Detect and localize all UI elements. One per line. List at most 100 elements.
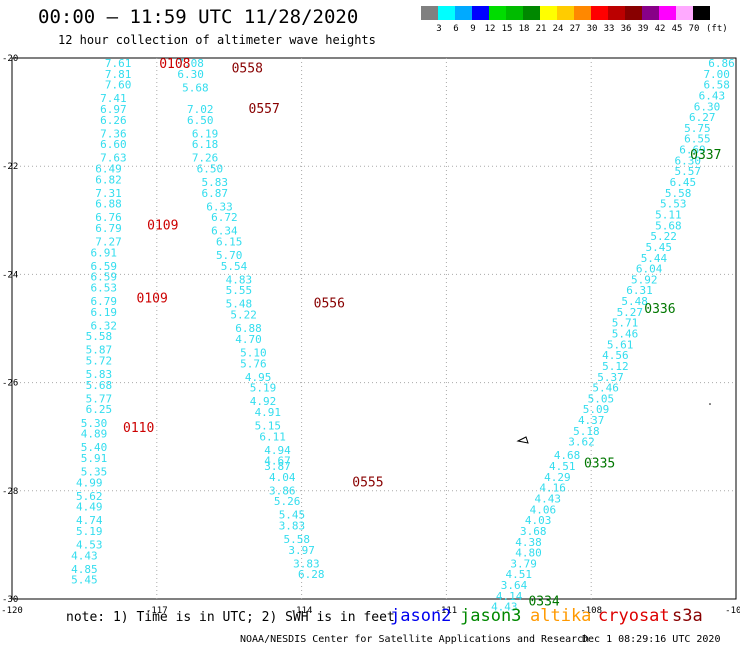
wave-height-value: 5.48 (226, 298, 253, 311)
wave-height-value: 5.48 (621, 295, 648, 308)
wave-height-value: 6.19 (192, 127, 219, 140)
wave-height-value: 7.61 (105, 57, 132, 70)
color-scale-label: 12 (484, 24, 496, 34)
wave-height-value: 4.49 (76, 501, 103, 514)
wave-height-value: 5.70 (216, 249, 243, 262)
pass-label: 0110 (123, 421, 154, 436)
wave-height-value: 6.30 (674, 154, 701, 167)
wave-height-value: 4.04 (269, 471, 296, 484)
wave-height-value: 4.89 (81, 428, 108, 441)
wave-height-value: 7.08 (177, 57, 204, 70)
wave-height-value: 6.26 (100, 114, 127, 127)
wave-height-value: 4.43 (535, 493, 562, 506)
wave-height-value: 6.50 (197, 162, 224, 175)
wave-height-value: 6.33 (206, 200, 233, 213)
island-outline (516, 436, 529, 444)
wave-height-value: 4.51 (506, 568, 533, 581)
wave-height-value: 5.75 (684, 122, 711, 135)
wave-height-value: 5.46 (592, 382, 619, 395)
wave-height-value: 4.43 (491, 601, 518, 614)
wave-height-value: 6.55 (684, 133, 711, 146)
wave-height-value: 5.83 (201, 176, 228, 189)
wave-height-value: 5.35 (81, 465, 108, 478)
wave-height-value: 6.18 (192, 138, 219, 151)
x-tick-label: -111 (436, 606, 458, 616)
color-scale-label: 30 (586, 24, 598, 34)
color-swatch (472, 6, 489, 20)
pass-label: 0337 (690, 148, 721, 163)
wave-height-value: 6.82 (95, 173, 122, 186)
pass-label: 0335 (584, 456, 615, 471)
wave-height-value: 6.04 (636, 263, 663, 276)
pass-label: 0558 (232, 61, 263, 76)
wave-height-value: 7.02 (187, 103, 214, 116)
wave-height-value: 6.87 (201, 187, 228, 200)
color-scale-label: 24 (552, 24, 564, 34)
wave-height-value: 5.40 (81, 441, 108, 454)
wave-height-value: 5.18 (573, 425, 600, 438)
wave-height-value: 6.76 (95, 211, 122, 224)
island-dot (709, 403, 711, 405)
wave-height-value: 5.68 (86, 379, 113, 392)
wave-height-value: 6.50 (187, 114, 214, 127)
wave-height-value: 6.72 (211, 211, 238, 224)
wave-height-value: 6.25 (86, 403, 113, 416)
chart-title: 00:00 — 11:59 UTC 11/28/2020 (38, 6, 359, 28)
wave-height-value: 5.76 (240, 357, 267, 370)
color-swatch (506, 6, 523, 20)
wave-height-value: 4.03 (525, 514, 552, 527)
color-swatch (642, 6, 659, 20)
wave-height-value: 4.16 (539, 482, 566, 495)
wave-height-value: 6.69 (679, 144, 706, 157)
wave-height-value: 6.30 (694, 100, 721, 113)
wave-height-value: 5.83 (86, 368, 113, 381)
wave-height-value: 5.26 (274, 495, 301, 508)
wave-height-value: 6.11 (259, 430, 286, 443)
pass-label: 0109 (147, 218, 178, 233)
wave-height-value: 5.37 (597, 371, 624, 384)
wave-height-value: 4.68 (554, 449, 581, 462)
color-swatch (540, 6, 557, 20)
color-swatch (608, 6, 625, 20)
wave-height-value: 6.34 (211, 225, 238, 238)
color-swatch (591, 6, 608, 20)
wave-height-value: 4.37 (578, 414, 605, 427)
wave-height-value: 6.31 (626, 284, 653, 297)
wave-height-value: 5.72 (86, 355, 113, 368)
wave-height-value: 5.54 (221, 260, 248, 273)
wave-height-value: 4.74 (76, 514, 103, 527)
wave-height-value: 3.68 (520, 525, 547, 538)
wave-height-value: 6.88 (235, 322, 262, 335)
wave-height-value: 5.10 (240, 346, 267, 359)
color-scale-label: 33 (603, 24, 615, 34)
color-scale-label: 39 (637, 24, 649, 34)
generation-timestamp: Dec 1 08:29:16 UTC 2020 (582, 634, 721, 645)
wave-height-value: 5.87 (86, 344, 113, 357)
wave-height-value: 7.27 (95, 236, 122, 249)
color-scale-label: 21 (535, 24, 547, 34)
pass-label: 0556 (314, 297, 345, 312)
color-swatch (625, 6, 642, 20)
wave-height-value: 6.91 (90, 246, 117, 259)
wave-height-value: 7.26 (192, 152, 219, 165)
wave-height-value: 5.55 (226, 284, 253, 297)
wave-height-value: 5.46 (612, 328, 639, 341)
wave-height-value: 5.30 (81, 417, 108, 430)
y-tick-label: -22 (2, 162, 18, 172)
wave-height-value: 7.60 (105, 79, 132, 92)
wave-height-value: 7.36 (100, 127, 127, 140)
wave-height-value: 5.61 (607, 338, 634, 351)
wave-height-value: 5.58 (86, 330, 113, 343)
satellite-legend-jason2: jason2 (390, 606, 452, 626)
wave-height-value: 6.27 (689, 111, 716, 124)
pass-label: 0109 (137, 291, 168, 306)
color-scale-label: 36 (620, 24, 632, 34)
wave-height-value: 5.68 (655, 219, 682, 232)
wave-height-value: 7.31 (95, 187, 122, 200)
x-tick-label: -108 (580, 606, 602, 616)
wave-height-value: 3.64 (501, 579, 528, 592)
wave-height-value: 6.59 (90, 271, 117, 284)
color-scale-label: 70 (688, 24, 700, 34)
satellite-legend-s3a: s3a (672, 606, 703, 626)
